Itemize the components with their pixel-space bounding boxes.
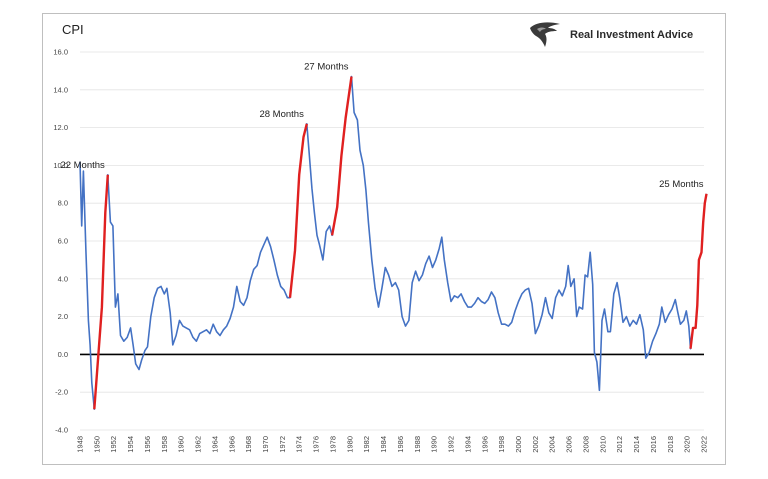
x-tick-label: 1984 [379, 436, 388, 453]
x-tick-label: 1998 [497, 436, 506, 453]
x-tick-label: 2022 [700, 436, 709, 453]
x-tick-label: 1962 [194, 436, 203, 453]
highlight-segment [330, 76, 353, 236]
x-tick-label: 1972 [278, 436, 287, 453]
x-tick-label: 1956 [143, 436, 152, 453]
gridlines [80, 51, 704, 431]
x-tick-label: 2004 [548, 436, 557, 453]
x-tick-label: 1950 [92, 436, 101, 453]
x-tick-label: 2002 [531, 436, 540, 453]
x-tick-label: 1958 [160, 436, 169, 453]
highlight-segment [689, 193, 708, 349]
x-tick-label: 1960 [177, 436, 186, 453]
x-tick-label: 1978 [328, 436, 337, 453]
highlight-layer [93, 76, 708, 410]
y-tick-label: 4.0 [58, 274, 68, 283]
highlight-annotation: 28 Months [259, 109, 304, 120]
x-tick-label: 2020 [683, 436, 692, 453]
highlight-annotation: 27 Months [304, 62, 349, 73]
x-tick-label: 2014 [632, 436, 641, 453]
highlight-segment [93, 174, 109, 410]
x-tick-label: 2008 [581, 436, 590, 453]
x-tick-label: 2010 [598, 436, 607, 453]
y-tick-label: 8.0 [58, 199, 68, 208]
x-tick-label: 1948 [76, 436, 85, 453]
x-tick-label: 1974 [295, 436, 304, 453]
x-tick-label: 2012 [615, 436, 624, 453]
y-tick-label: 10.0 [53, 161, 68, 170]
chart-title: CPI [62, 22, 84, 37]
y-tick-label: -4.0 [55, 426, 68, 435]
x-tick-label: 2000 [514, 436, 523, 453]
x-tick-label: 1982 [362, 436, 371, 453]
x-tick-label: 1952 [109, 436, 118, 453]
x-tick-label: 1966 [227, 436, 236, 453]
y-tick-label: 0.0 [58, 350, 68, 359]
x-axis-ticks: 1948 1950 1952 1954 1956 1958 1960 1962 1964 1966… [76, 436, 709, 453]
x-tick-label: 1964 [210, 436, 219, 453]
x-tick-label: 2016 [649, 436, 658, 453]
x-tick-label: 1954 [126, 436, 135, 453]
x-tick-label: 2006 [565, 436, 574, 453]
x-tick-label: 2018 [666, 436, 675, 453]
x-tick-label: 1976 [312, 436, 321, 453]
x-tick-label: 1980 [345, 436, 354, 453]
x-tick-label: 1968 [244, 436, 253, 453]
x-tick-label: 1970 [261, 436, 270, 453]
y-tick-label: 2.0 [58, 312, 68, 321]
y-tick-label: 14.0 [53, 85, 68, 94]
y-tick-label: -2.0 [55, 388, 68, 397]
y-tick-label: 16.0 [53, 48, 68, 57]
x-tick-label: 1992 [447, 436, 456, 453]
y-tick-label: 12.0 [53, 123, 68, 132]
series-layer [79, 75, 708, 410]
x-tick-label: 1994 [463, 436, 472, 453]
highlight-annotation: 25 Months [659, 179, 704, 190]
x-tick-label: 1986 [396, 436, 405, 453]
cpi-series-line [79, 75, 708, 410]
x-tick-label: 1996 [480, 436, 489, 453]
x-tick-label: 1990 [430, 436, 439, 453]
highlight-segment [288, 123, 308, 298]
brand-name: Real Investment Advice [570, 29, 694, 41]
chart-frame [42, 13, 726, 465]
annotation-layer: 22 Months 28 Months 27 Months 25 Months [60, 62, 703, 190]
brand-logo: Real Investment Advice [528, 20, 693, 50]
y-axis-ticks: -4.0 -2.0 0.0 2.0 4.0 6.0 8.0 10.0 12.0 14.0 16.0 [53, 48, 68, 435]
eagle-logo-icon [530, 22, 560, 47]
x-tick-label: 1988 [413, 436, 422, 453]
y-tick-label: 6.0 [58, 237, 68, 246]
highlight-annotation: 22 Months [60, 160, 105, 171]
